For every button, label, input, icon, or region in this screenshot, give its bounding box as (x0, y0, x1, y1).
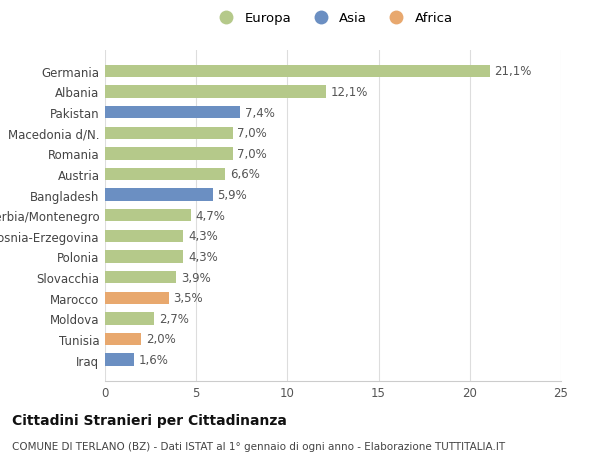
Bar (105, 292, 169, 304)
Text: COMUNE DI TERLANO (BZ) - Dati ISTAT al 1° gennaio di ogni anno - Elaborazione TU: COMUNE DI TERLANO (BZ) - Dati ISTAT al 1… (12, 441, 505, 451)
Text: 4,3%: 4,3% (188, 251, 218, 263)
Text: 4,3%: 4,3% (188, 230, 218, 243)
Text: 7,4%: 7,4% (245, 106, 274, 119)
Bar (105, 313, 154, 325)
Text: 5,9%: 5,9% (217, 189, 247, 202)
Text: Cittadini Stranieri per Cittadinanza: Cittadini Stranieri per Cittadinanza (12, 413, 287, 427)
Bar (105, 333, 142, 345)
Text: 3,9%: 3,9% (181, 271, 211, 284)
Text: 12,1%: 12,1% (330, 86, 368, 99)
Bar (105, 148, 233, 160)
Bar (105, 127, 233, 140)
Text: 7,0%: 7,0% (237, 147, 267, 161)
Text: 3,5%: 3,5% (173, 291, 203, 304)
Bar (105, 66, 490, 78)
Text: 2,7%: 2,7% (159, 312, 188, 325)
Bar (105, 210, 191, 222)
Bar (105, 106, 240, 119)
Bar (105, 271, 176, 284)
Legend: Europa, Asia, Africa: Europa, Asia, Africa (208, 7, 458, 31)
Text: 4,7%: 4,7% (195, 209, 225, 222)
Text: 6,6%: 6,6% (230, 168, 260, 181)
Text: 21,1%: 21,1% (494, 65, 532, 78)
Bar (105, 230, 184, 242)
Bar (105, 168, 226, 181)
Text: 2,0%: 2,0% (146, 333, 176, 346)
Bar (105, 189, 212, 202)
Bar (105, 86, 326, 98)
Bar (105, 353, 134, 366)
Text: 7,0%: 7,0% (237, 127, 267, 140)
Text: 1,6%: 1,6% (139, 353, 169, 366)
Bar (105, 251, 184, 263)
